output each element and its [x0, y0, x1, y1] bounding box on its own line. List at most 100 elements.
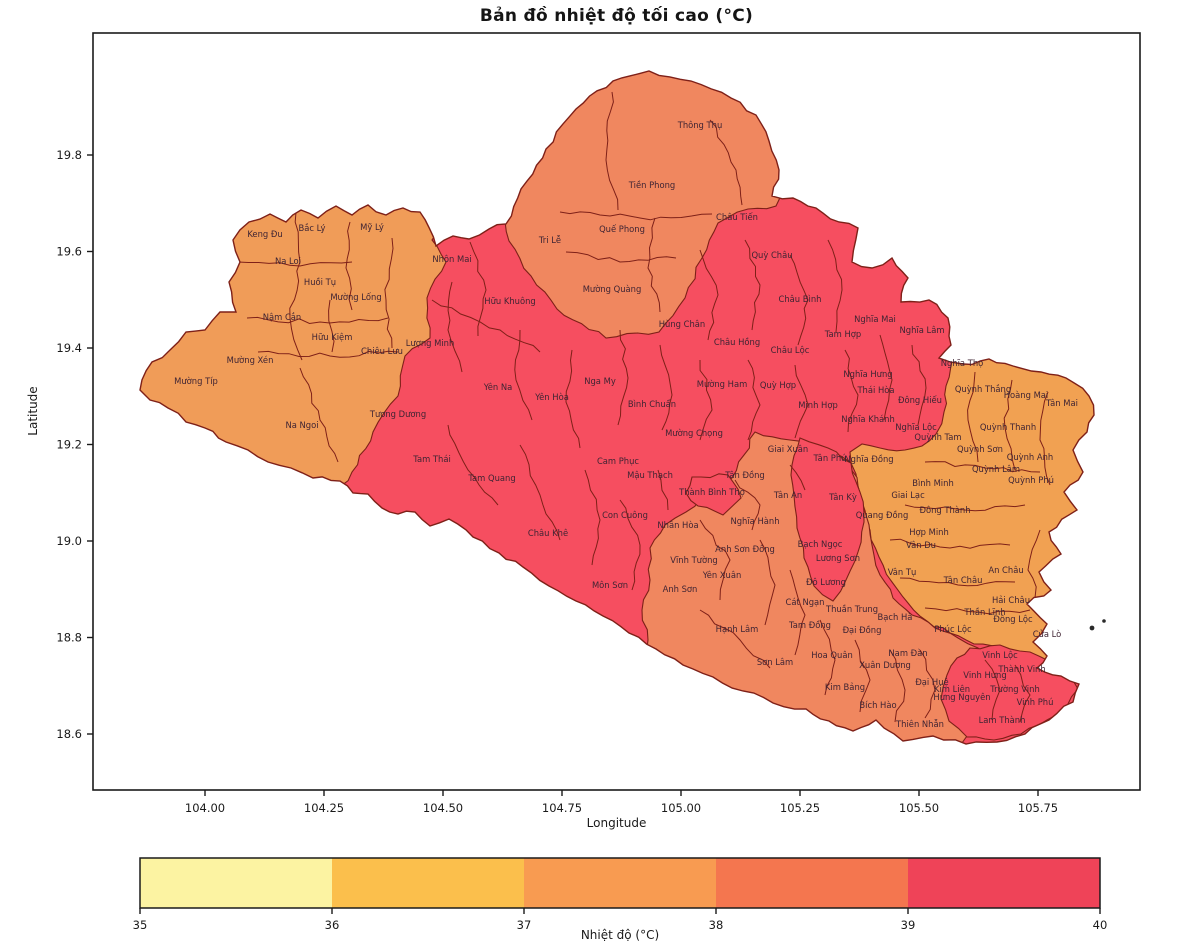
commune-boundary: [744, 239, 761, 331]
region-label: Nga My: [584, 376, 616, 386]
commune-boundary: [924, 607, 1031, 615]
region-label: Lượng Minh: [406, 338, 455, 348]
commune-boundary: [565, 349, 581, 449]
commune-boundary: [647, 217, 661, 313]
region-label: Hữu Khuông: [484, 296, 535, 306]
region-label: Nam Đàn: [888, 648, 927, 658]
commune-boundary: [514, 329, 533, 421]
region-label: Nghĩa Mai: [854, 314, 896, 324]
y-axis-label: Latitude: [26, 386, 40, 436]
region-label: Thái Hòa: [856, 385, 894, 395]
region-label: Nghĩa Hành: [730, 516, 779, 526]
region-label: Tân Đồng: [724, 470, 764, 480]
commune-boundary: [699, 519, 731, 601]
region-label: Mường Xén: [227, 355, 274, 365]
commune-boundary: [919, 649, 936, 719]
region-label: Tam Đồng: [788, 620, 831, 630]
region-label: Quỳnh Thanh: [980, 422, 1036, 432]
region-label: Tiền Phong: [628, 180, 675, 190]
region-label: Quỳnh Sơn: [957, 444, 1003, 454]
region-label: Đông Lộc: [993, 614, 1033, 624]
region-label: Đông Thành: [919, 505, 970, 515]
x-tick-label: 105.25: [780, 801, 820, 815]
y-tick-label: 19.4: [56, 341, 82, 355]
region-label: Cát Ngạn: [786, 597, 825, 608]
region-label: Anh Sơn: [663, 584, 698, 594]
region-label: Bắc Lý: [299, 223, 326, 233]
commune-boundary: [911, 344, 927, 426]
commune-boundary: [328, 299, 335, 353]
region-label: Vân Du: [906, 540, 936, 550]
region-label: Tân Mai: [1045, 398, 1078, 408]
region-label: Mường Ham: [697, 379, 748, 389]
region-label: Quang Đồng: [856, 510, 909, 520]
region-label: Tam Hợp: [824, 329, 861, 339]
commune-boundary: [904, 504, 1026, 512]
x-axis-label: Longitude: [586, 816, 647, 830]
region-label: Nhôn Mai: [432, 254, 471, 264]
region-label: Bạch Hà: [878, 612, 913, 623]
region-label: An Châu: [988, 565, 1023, 575]
commune-boundary: [967, 371, 979, 463]
colorbar-segment: [716, 858, 909, 908]
y-tick-label: 18.6: [56, 727, 82, 741]
commune-boundary: [617, 329, 629, 426]
region-label: Na Ngoi: [285, 420, 318, 430]
region-label: Anh Sơn Đông: [715, 544, 775, 554]
y-tick-label: 19.8: [56, 148, 82, 162]
region-label: Thuần Trung: [825, 604, 878, 614]
region-label: Quỳnh Tam: [914, 432, 961, 442]
region-label: Tương Dương: [369, 409, 426, 419]
commune-boundary: [899, 577, 1016, 587]
colorbar-tick-label: 39: [901, 918, 916, 932]
region-label: Thông Thụ: [677, 120, 723, 131]
region-label: Yên Na: [483, 382, 513, 392]
region-label: Nghĩa Hưng: [843, 369, 892, 379]
region-label: Mường Lống: [330, 292, 381, 302]
region-label: Yên Xuân: [702, 570, 742, 580]
x-tick-label: 105.00: [661, 801, 701, 815]
region-label: Giai Lạc: [891, 490, 925, 501]
region-label: Thần Lĩnh: [963, 607, 1005, 617]
region-label: Đại Huệ: [915, 677, 948, 688]
colorbar-tick-label: 40: [1093, 918, 1108, 932]
region-label: Nghĩa Đồng: [844, 454, 893, 464]
x-tick-label: 104.75: [542, 801, 582, 815]
colorbar: 35 36 37 38 39 40: [133, 857, 1108, 932]
region-label: Chiêu Lưu: [361, 346, 403, 356]
commune-boundary: [984, 659, 1001, 721]
colorbar-label: Nhiệt độ (°C): [580, 928, 660, 942]
commune-boundary: [794, 364, 809, 439]
region-label: Mỹ Lý: [360, 222, 384, 232]
region-label: Vân Tụ: [888, 567, 917, 578]
region-label: Mậu Thạch: [627, 470, 673, 481]
region-label: Nghĩa Khánh: [841, 414, 895, 424]
region-label: Trường Vinh: [989, 684, 1040, 694]
commune-boundary: [889, 538, 1011, 549]
commune-boundary: [924, 461, 1041, 473]
colorbar-segment: [908, 858, 1101, 908]
commune-boundary: [1003, 379, 1016, 471]
region-label: Mường Chọng: [665, 428, 723, 438]
region-label: Kim Liên: [934, 684, 970, 694]
islet-dot: [1102, 619, 1106, 623]
region-label: Quỳnh Thắng: [955, 384, 1011, 394]
colorbar-segment: [140, 858, 333, 908]
region-label: Vinh Phú: [1017, 697, 1054, 707]
commune-boundary: [257, 350, 399, 358]
commune-boundary: [469, 241, 487, 337]
region-label: Keng Đu: [247, 229, 282, 239]
commune-boundary: [345, 221, 353, 311]
temperature-zone: [685, 473, 742, 516]
region-label: Xuân Dương: [859, 660, 911, 670]
region-label: Thành Vinh: [997, 664, 1045, 674]
islet-dot: [1089, 625, 1095, 631]
commune-boundary: [699, 359, 713, 441]
commune-boundary: [789, 254, 809, 346]
region-label: Lam Thành: [979, 715, 1026, 725]
region-label: Hưng Nguyên: [933, 692, 990, 702]
region-label: Giai Xuân: [768, 444, 808, 454]
region-label: Quỳnh Lâm: [972, 464, 1020, 474]
y-tick-label: 19.6: [56, 245, 82, 259]
